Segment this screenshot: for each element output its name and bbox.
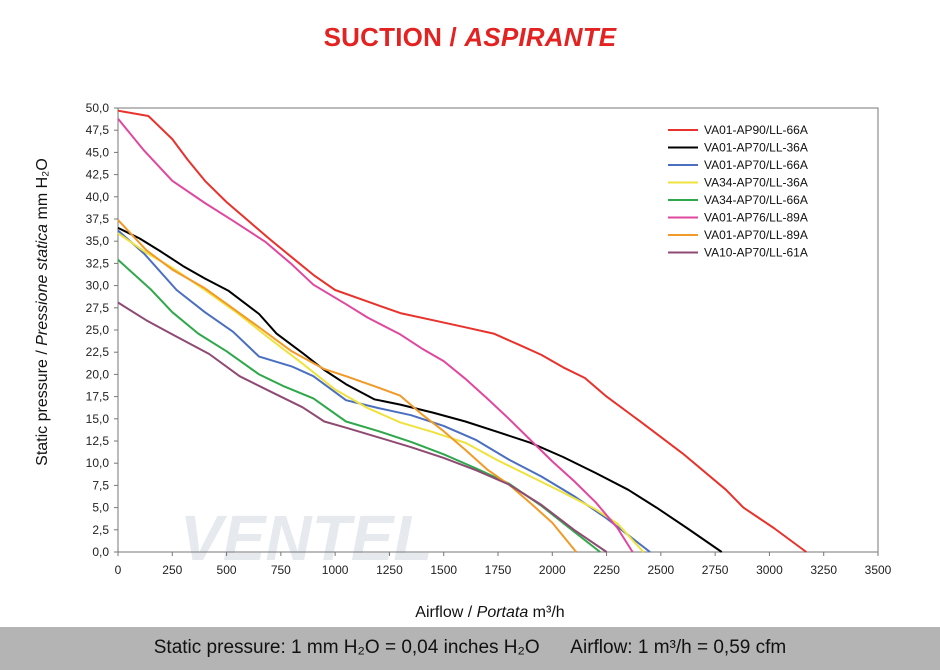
- series-line-VA01-AP90/LL-66A: [117, 109, 807, 553]
- legend-entry: VA01-AP70/LL-89A: [704, 228, 808, 242]
- x-axis-label-main: Airflow /: [415, 604, 476, 621]
- watermark: VENTEL: [180, 502, 432, 574]
- x-tick-label: 750: [271, 563, 291, 577]
- y-tick-label: 30,0: [86, 279, 110, 293]
- y-tick-label: 20,0: [86, 367, 110, 381]
- x-tick-label: 500: [217, 563, 237, 577]
- legend-entry: VA01-AP70/LL-36A: [704, 141, 808, 155]
- watermark-text: VENTEL: [180, 502, 432, 574]
- y-tick-label: 32,5: [86, 256, 110, 270]
- x-tick-label: 2000: [539, 563, 566, 577]
- x-tick-label: 2500: [648, 563, 675, 577]
- x-axis-label-unit: m³/h: [528, 604, 564, 621]
- legend-entry: VA34-AP70/LL-66A: [704, 193, 808, 207]
- x-tick-label: 1000: [322, 563, 349, 577]
- x-tick-label: 2750: [702, 563, 729, 577]
- chart-title-italic: ASPIRANTE: [464, 22, 617, 52]
- legend: VA01-AP90/LL-66A VA01-AP70/LL-36A VA01-AP7…: [668, 123, 808, 260]
- y-tick-label: 45,0: [86, 145, 110, 159]
- y-tick-label: 25,0: [86, 323, 110, 337]
- x-tick-label: 1500: [430, 563, 457, 577]
- footer-text: Static pressure: 1 mm H₂O = 0,04 inches …: [0, 637, 940, 659]
- y-tick-label: 50,0: [86, 101, 110, 115]
- x-tick-label: 250: [162, 563, 182, 577]
- x-tick-label: 3500: [865, 563, 892, 577]
- x-axis-label: Airflow / Portata m³/h: [415, 604, 564, 621]
- legend-entry: VA01-AP90/LL-66A: [704, 123, 808, 137]
- y-tick-label: 17,5: [86, 390, 110, 404]
- y-axis-label-italic: Pressione statica: [34, 224, 51, 346]
- series-line-VA01-AP70/LL-36A: [117, 227, 723, 553]
- x-tick-label: 3250: [810, 563, 837, 577]
- legend-entry: VA10-AP70/LL-61A: [704, 246, 808, 260]
- y-tick-label: 27,5: [86, 301, 110, 315]
- y-tick-label: 5,0: [92, 501, 109, 515]
- y-tick-label: 47,5: [86, 123, 110, 137]
- chart-svg: VENTEL 0 250 500 750 1000 1250 1500 1750 2000 225…: [34, 101, 892, 621]
- legend-entry: VA01-AP76/LL-89A: [704, 211, 808, 225]
- y-tick-label: 37,5: [86, 212, 110, 226]
- y-tick-label: 22,5: [86, 345, 110, 359]
- x-tick-label: 0: [115, 563, 122, 577]
- chart-title-main: SUCTION /: [323, 22, 465, 52]
- y-axis-label-main: Static pressure /: [34, 346, 51, 466]
- x-tick-label: 1750: [485, 563, 512, 577]
- y-tick-label: 2,5: [92, 523, 109, 537]
- y-axis-label: Static pressure / Pressione statica mm H…: [34, 158, 51, 466]
- y-tick-label: 0,0: [92, 545, 109, 559]
- y-tick-label: 40,0: [86, 190, 110, 204]
- x-tick-label: 3000: [756, 563, 783, 577]
- y-tick-label: 35,0: [86, 234, 110, 248]
- y-tick-label: 15,0: [86, 412, 110, 426]
- y-tick-label: 7,5: [92, 478, 109, 492]
- footer-pressure: Static pressure: 1 mm H₂O = 0,04 inches …: [153, 637, 540, 658]
- chart-title: SUCTION / ASPIRANTE: [0, 22, 940, 53]
- series-line-VA10-AP70/LL-61A: [117, 301, 608, 553]
- y-axis-label-unit: mm H₂O: [34, 158, 51, 224]
- y-tick-label: 12,5: [86, 434, 110, 448]
- x-tick-label: 1250: [376, 563, 403, 577]
- series-line-VA01-AP76/LL-89A: [117, 118, 634, 553]
- series-lines: [117, 109, 807, 553]
- y-tick-label: 42,5: [86, 168, 110, 182]
- x-tick-label: 2250: [593, 563, 620, 577]
- footer-bar: Static pressure: 1 mm H₂O = 0,04 inches …: [0, 627, 940, 670]
- axes: 0 250 500 750 1000 1250 1500 1750 2000 2250 2500 27…: [86, 101, 892, 577]
- legend-entry: VA34-AP70/LL-36A: [704, 176, 808, 190]
- x-axis-label-italic: Portata: [477, 604, 529, 621]
- y-tick-label: 10,0: [86, 456, 110, 470]
- footer-airflow: Airflow: 1 m³/h = 0,59 cfm: [570, 637, 787, 658]
- legend-entry: VA01-AP70/LL-66A: [704, 158, 808, 172]
